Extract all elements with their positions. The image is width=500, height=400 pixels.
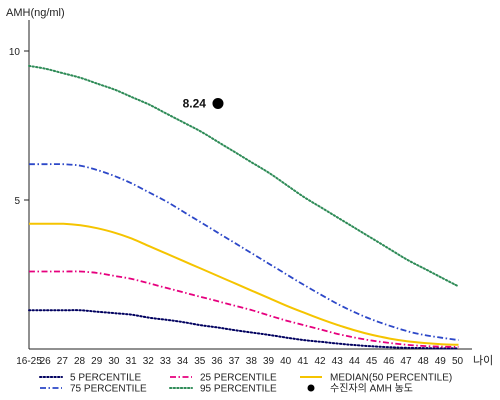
y-tick-label: 5 bbox=[14, 196, 20, 207]
marker-group: 8.24 bbox=[183, 96, 224, 110]
x-tick-label: 50 bbox=[452, 356, 464, 367]
y-axis-title: AMH(ng/ml) bbox=[6, 7, 65, 19]
y-tick-label: 10 bbox=[9, 47, 21, 58]
legend-label-median-50-percentile: MEDIAN(50 PERCENTILE) bbox=[330, 373, 452, 384]
patient-amh-point bbox=[212, 97, 224, 109]
x-tick-label: 44 bbox=[349, 356, 361, 367]
x-tick-label: 28 bbox=[74, 356, 86, 367]
x-tick-label: 29 bbox=[91, 356, 103, 367]
series-line-75-percentile bbox=[28, 163, 459, 341]
legend-label-25-percentile: 25 PERCENTILE bbox=[200, 373, 277, 384]
legend-label-patient-amh: 수진자의 AMH 농도 bbox=[330, 383, 413, 395]
x-tick-label: 41 bbox=[297, 356, 309, 367]
x-tick-label: 26 bbox=[40, 356, 52, 367]
x-tick-label: 33 bbox=[160, 356, 172, 367]
x-tick-label: 38 bbox=[246, 356, 258, 367]
patient-amh-value-label: 8.24 bbox=[183, 96, 207, 110]
series-lines bbox=[28, 64, 460, 350]
x-tick-label: 48 bbox=[418, 356, 430, 367]
series-line-5-percentile bbox=[28, 309, 460, 350]
x-tick-label: 31 bbox=[126, 356, 138, 367]
legend-label-95-percentile: 95 PERCENTILE bbox=[200, 384, 277, 395]
x-tick-label: 32 bbox=[143, 356, 155, 367]
x-tick-label: 39 bbox=[263, 356, 275, 367]
x-tick-label: 42 bbox=[314, 356, 326, 367]
legend: 5 PERCENTILE 25 PERCENTILE MEDIAN(50 PERCE… bbox=[39, 373, 452, 395]
y-ticks: 5 10 bbox=[9, 47, 29, 207]
x-tick-label: 36 bbox=[211, 356, 223, 367]
series-line-95-percentile bbox=[28, 64, 460, 288]
legend-label-5-percentile: 5 PERCENTILE bbox=[70, 373, 141, 384]
x-tick-label: 35 bbox=[194, 356, 206, 367]
x-tick-label: 49 bbox=[435, 356, 447, 367]
x-tick-label: 40 bbox=[280, 356, 292, 367]
x-tick-label: 16-25 bbox=[16, 356, 42, 367]
series-line-median-50-percentile bbox=[28, 222, 459, 346]
x-tick-label: 37 bbox=[229, 356, 241, 367]
x-tick-label: 47 bbox=[400, 356, 412, 367]
x-tick-label: 34 bbox=[177, 356, 189, 367]
x-tick-label: 45 bbox=[366, 356, 378, 367]
legend-label-75-percentile: 75 PERCENTILE bbox=[70, 384, 147, 395]
x-tick-label: 43 bbox=[332, 356, 344, 367]
x-axis-title: 나이 bbox=[473, 354, 493, 367]
x-tick-label: 27 bbox=[57, 356, 69, 367]
legend-swatch-patient-amh bbox=[307, 384, 315, 392]
x-tick-label: 46 bbox=[383, 356, 395, 367]
series-line-25-percentile bbox=[28, 270, 459, 348]
x-tick-label: 30 bbox=[108, 356, 120, 367]
